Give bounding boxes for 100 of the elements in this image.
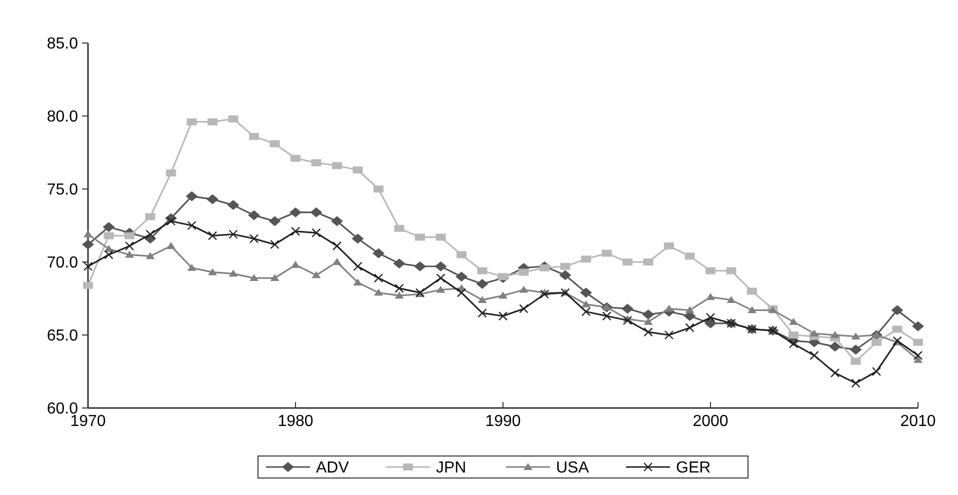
point <box>310 207 322 218</box>
point <box>104 250 114 260</box>
point <box>186 118 197 126</box>
point <box>788 332 798 338</box>
point <box>374 288 383 296</box>
point <box>644 327 653 337</box>
point <box>186 191 198 202</box>
point <box>664 330 674 340</box>
point <box>374 186 384 192</box>
point <box>436 234 446 241</box>
point <box>912 321 924 332</box>
point <box>82 239 94 250</box>
point <box>434 261 447 272</box>
point <box>166 216 176 226</box>
point <box>644 318 653 325</box>
point <box>353 278 362 286</box>
x-tick-label: 2000 <box>692 413 728 430</box>
point <box>478 296 487 303</box>
point <box>125 250 134 258</box>
point <box>872 338 882 346</box>
point <box>581 256 591 263</box>
point <box>706 312 716 322</box>
point <box>208 231 218 240</box>
point <box>726 296 736 303</box>
point <box>891 305 904 316</box>
point <box>540 290 550 299</box>
point <box>540 264 550 272</box>
point <box>810 350 819 360</box>
point <box>414 261 426 272</box>
point <box>353 262 362 271</box>
point <box>145 213 156 220</box>
point <box>187 220 196 230</box>
point <box>684 252 695 260</box>
point <box>83 282 93 289</box>
point <box>332 241 342 251</box>
point <box>913 350 923 360</box>
point <box>228 270 238 277</box>
point <box>498 273 508 280</box>
point <box>829 342 841 352</box>
point <box>519 286 528 293</box>
point <box>789 318 798 325</box>
x-tick-label: 1990 <box>485 413 521 430</box>
point <box>312 228 321 238</box>
point <box>124 232 134 240</box>
point <box>312 271 321 278</box>
point <box>166 169 176 176</box>
legend-label: JPN <box>436 460 466 477</box>
point <box>374 273 384 283</box>
point <box>332 258 342 265</box>
point <box>208 268 217 276</box>
point <box>478 308 487 318</box>
point <box>602 250 612 257</box>
point <box>248 210 260 220</box>
point <box>602 311 612 321</box>
point <box>352 166 363 174</box>
point <box>249 234 259 244</box>
point <box>914 356 922 363</box>
point <box>104 232 114 240</box>
point <box>270 140 280 148</box>
point <box>685 323 694 332</box>
point <box>726 267 736 274</box>
legend-label: USA <box>556 460 590 477</box>
point <box>311 159 322 166</box>
point <box>415 234 425 241</box>
legend-label: ADV <box>316 460 350 477</box>
point <box>810 330 819 337</box>
point <box>331 216 343 226</box>
point <box>290 154 300 162</box>
point <box>372 248 384 258</box>
y-tick-label: 75.0 <box>46 182 78 199</box>
point <box>104 244 114 252</box>
point <box>83 262 93 271</box>
point <box>498 311 508 321</box>
legend-label: GER <box>676 460 711 477</box>
point <box>518 268 529 276</box>
y-tick-label: 70.0 <box>46 254 78 272</box>
point <box>850 344 862 355</box>
point <box>498 292 508 299</box>
point <box>166 242 176 249</box>
point <box>830 368 840 378</box>
point <box>872 366 882 376</box>
point <box>436 273 446 283</box>
y-tick-label: 65.0 <box>46 328 78 345</box>
x-tick-label: 1980 <box>278 413 314 430</box>
point <box>436 286 446 293</box>
point <box>270 240 280 250</box>
point <box>851 378 860 388</box>
point <box>913 338 923 346</box>
point <box>187 264 196 271</box>
point <box>642 310 654 320</box>
point <box>706 293 715 300</box>
point <box>706 267 716 274</box>
point <box>84 230 92 238</box>
point <box>581 307 591 316</box>
point <box>270 274 280 282</box>
point <box>146 230 155 239</box>
point <box>291 260 300 268</box>
point <box>227 200 240 210</box>
point <box>394 284 404 293</box>
point <box>228 230 238 239</box>
